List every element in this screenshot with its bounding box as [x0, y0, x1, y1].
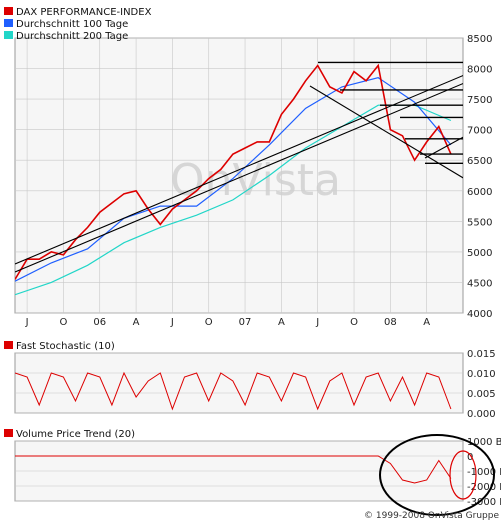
stochastic-series-group	[15, 371, 452, 411]
price-line	[15, 63, 452, 280]
price-y-tick-label: 5500	[467, 217, 492, 228]
vpt-series-group	[15, 455, 452, 484]
price-x-tick-label: 08	[384, 317, 397, 328]
vpt-title: Volume Price Trend (20)	[4, 429, 135, 440]
watermark: OnVista	[170, 155, 341, 206]
stochastic-y-tick-label: 0.005	[467, 389, 496, 400]
annotation-ellipse-small	[449, 450, 477, 500]
legend-label: DAX PERFORMANCE-INDEX	[16, 7, 152, 18]
annotation-ellipse-large	[379, 434, 495, 516]
vpt-y-tick-label: -2000 B	[467, 482, 501, 493]
price-y-tick-label: 6500	[467, 156, 492, 167]
vpt-y-tick-label: -3000 B	[467, 497, 501, 508]
price-y-tick-label: 7500	[467, 95, 492, 106]
stochastic-legend-label: Fast Stochastic (10)	[16, 341, 115, 352]
price-y-tick-label: 5000	[467, 248, 492, 259]
price-y-axis: 8500 8000 7500 7000 6500 6000 5500 5000 4500 4000	[467, 34, 492, 320]
vpt-y-tick-label: 0	[467, 452, 473, 463]
stochastic-y-axis: 0.015 0.010 0.005 0.000	[467, 349, 496, 420]
price-x-tick-label: A	[133, 317, 140, 328]
price-x-tick-label: J	[25, 317, 29, 328]
trendline	[15, 82, 463, 273]
stochastic-panel-background	[14, 352, 464, 414]
price-y-tick-label: 8500	[467, 34, 492, 45]
stochastic-y-tick-label: 0.015	[467, 349, 496, 360]
legend-swatch	[4, 31, 13, 39]
ma200-line	[15, 104, 452, 296]
ma100-line	[15, 77, 452, 282]
price-x-tick-label: O	[59, 317, 67, 328]
trendline	[15, 74, 463, 265]
price-y-tick-label: 4500	[467, 278, 492, 289]
price-series-group	[15, 63, 452, 296]
vpt-y-axis: 1000 B 0 -1000 B -2000 B -3000 B	[467, 437, 501, 508]
price-y-tick-label: 8000	[467, 65, 492, 76]
legend-label: Durchschnitt 200 Tage	[16, 31, 128, 42]
price-x-tick-label: J	[170, 317, 174, 328]
price-x-tick-label: J	[315, 317, 319, 328]
price-y-tick-label: 6000	[467, 187, 492, 198]
price-x-tick-label: 06	[93, 317, 106, 328]
price-gridlines	[15, 37, 463, 314]
legend-label: Durchschnitt 100 Tage	[16, 19, 128, 30]
trendline	[424, 136, 463, 159]
stochastic-legend-swatch	[4, 341, 13, 349]
stochastic-y-tick-label: 0.000	[467, 409, 496, 420]
vpt-legend-label: Volume Price Trend (20)	[16, 429, 135, 440]
price-x-tick-label: A	[423, 317, 430, 328]
price-x-tick-label: O	[205, 317, 213, 328]
stochastic-title: Fast Stochastic (10)	[4, 341, 115, 352]
stochastic-y-tick-label: 0.010	[467, 369, 496, 380]
vpt-line	[15, 455, 452, 484]
price-x-tick-label: A	[278, 317, 285, 328]
legend-swatch	[4, 7, 13, 15]
price-y-tick-label: 7000	[467, 126, 492, 137]
trendlines	[15, 61, 463, 273]
price-x-tick-label: O	[350, 317, 358, 328]
vpt-legend-swatch	[4, 429, 13, 437]
vpt-y-tick-label: 1000 B	[467, 437, 501, 448]
price-x-tick-label: 07	[239, 317, 252, 328]
vpt-y-tick-label: -1000 B	[467, 467, 501, 478]
legend-swatch	[4, 19, 13, 27]
price-y-tick-label: 4000	[467, 309, 492, 320]
copyright: © 1999-2008 OnVista Gruppe	[364, 511, 499, 521]
trendline	[309, 85, 463, 179]
stochastic-line	[15, 371, 452, 411]
price-x-axis: J O 06 A J O 07 A J O 08 A	[25, 317, 431, 328]
